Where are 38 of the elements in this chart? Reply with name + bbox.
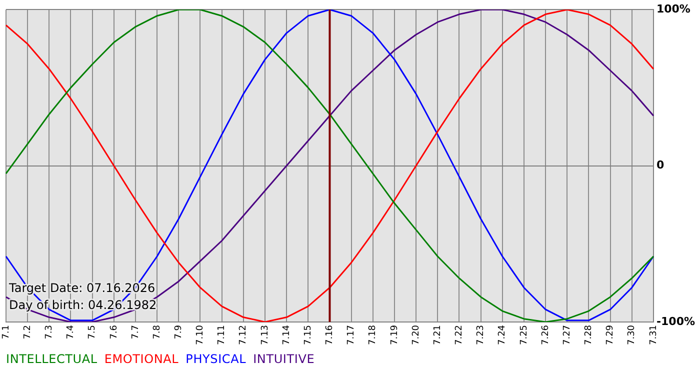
x-tick-label: 7.31 <box>648 324 659 346</box>
x-tick-label: 7.7 <box>130 324 141 340</box>
x-tick-label: 7.20 <box>411 324 422 346</box>
x-tick-label: 7.29 <box>606 324 616 346</box>
x-tick-label: 7.5 <box>88 324 98 340</box>
x-tick-label: 7.19 <box>390 324 400 346</box>
text: EMOTIONAL <box>104 352 179 366</box>
x-tick-label: 7.22 <box>454 324 465 346</box>
x-tick-label: 7.13 <box>260 324 270 346</box>
text: INTELLECTUAL <box>6 352 98 366</box>
x-tick-label: 7.4 <box>66 324 76 340</box>
x-tick-label: 7.17 <box>346 324 357 346</box>
x-tick-label: 7.16 <box>325 324 336 346</box>
text: INTUITIVE <box>253 352 315 366</box>
x-tick-label: 7.21 <box>432 324 443 346</box>
x-tick-label: 7.18 <box>368 324 378 346</box>
x-tick-label: 7.26 <box>540 324 551 346</box>
x-tick-label: 7.8 <box>152 324 162 340</box>
x-tick-label: 7.14 <box>282 324 292 346</box>
x-tick-label: 7.11 <box>217 324 228 346</box>
x-tick-label: 7.1 <box>1 324 12 340</box>
text: PHYSICAL <box>186 352 246 366</box>
x-tick-label: 7.27 <box>562 324 572 346</box>
x-tick-label: 7.28 <box>584 324 594 346</box>
x-tick-label: 7.2 <box>22 324 33 340</box>
x-tick-label: 7.10 <box>196 324 206 346</box>
y-tick-label: 100% <box>656 2 690 16</box>
x-tick-label: 7.24 <box>498 324 508 346</box>
x-tick-label: 7.9 <box>174 324 184 340</box>
x-tick-label: 7.23 <box>476 324 486 346</box>
x-tick-label: 7.3 <box>44 324 55 340</box>
x-tick-label: 7.15 <box>303 324 314 346</box>
x-tick-label: 7.25 <box>519 324 530 346</box>
y-tick-label: 0 <box>656 158 664 172</box>
x-tick-label: 7.12 <box>238 324 249 346</box>
y-tick-label: -100% <box>656 314 696 328</box>
x-tick-label: 7.30 <box>627 324 638 346</box>
x-tick-label: 7.6 <box>109 324 120 340</box>
